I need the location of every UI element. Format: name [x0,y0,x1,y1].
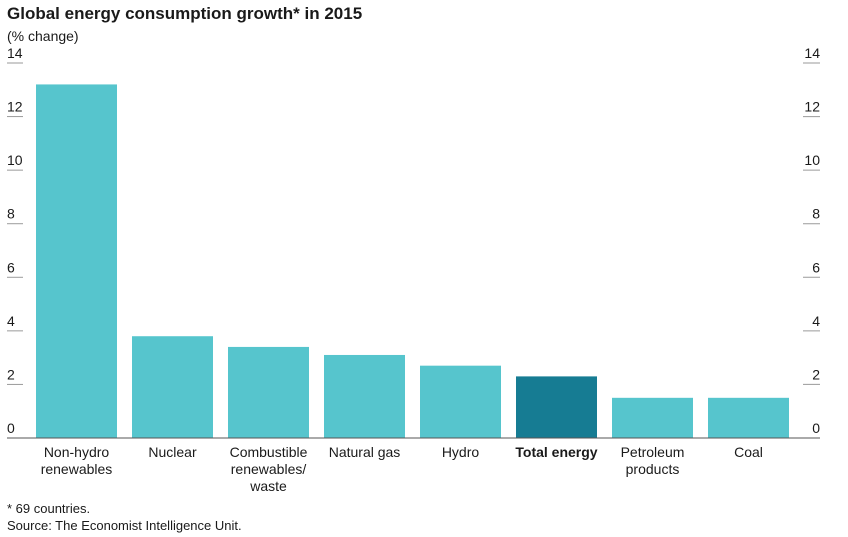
y-tick-label-right: 8 [812,206,820,222]
y-tick-label-right: 14 [804,45,820,61]
y-tick-label-left: 8 [7,206,15,222]
x-category-label: waste [249,478,287,494]
x-category-label: Coal [734,444,763,460]
x-category-label: Natural gas [329,444,401,460]
x-category-label: Total energy [515,444,597,460]
bar [708,397,789,438]
x-category-label: products [626,461,680,477]
y-tick-label-left: 2 [7,366,15,382]
bar [36,84,117,438]
x-category-label: Petroleum [621,444,685,460]
y-tick-label-right: 4 [812,313,820,329]
bar [516,376,597,438]
chart-title: Global energy consumption growth* in 201… [7,4,363,23]
y-tick-label-right: 6 [812,259,820,275]
chart-subtitle: (% change) [7,28,79,44]
y-tick-label-right: 10 [804,152,820,168]
y-tick-label-left: 12 [7,99,23,115]
y-tick-label-left: 10 [7,152,23,168]
x-category-label: Nuclear [148,444,197,460]
x-category-label: renewables [41,461,113,477]
x-category-label: renewables/ [231,461,307,477]
x-category-label: Combustible [230,444,308,460]
source-text: Source: The Economist Intelligence Unit. [7,518,242,533]
y-tick-label-left: 6 [7,259,15,275]
y-tick-label-right: 0 [812,420,820,436]
x-category-label: Non-hydro [44,444,110,460]
y-tick-label-right: 2 [812,366,820,382]
y-tick-label-left: 4 [7,313,15,329]
y-tick-label-right: 12 [804,99,820,115]
bar [612,397,693,438]
y-tick-label-left: 14 [7,45,23,61]
bar [228,346,309,438]
bar [420,365,501,438]
bar [132,336,213,438]
footnote-text: * 69 countries. [7,501,91,516]
bar [324,354,405,438]
chart-footnote: * 69 countries. Source: The Economist In… [7,500,242,534]
x-category-label: Hydro [442,444,480,460]
y-tick-label-left: 0 [7,420,15,436]
